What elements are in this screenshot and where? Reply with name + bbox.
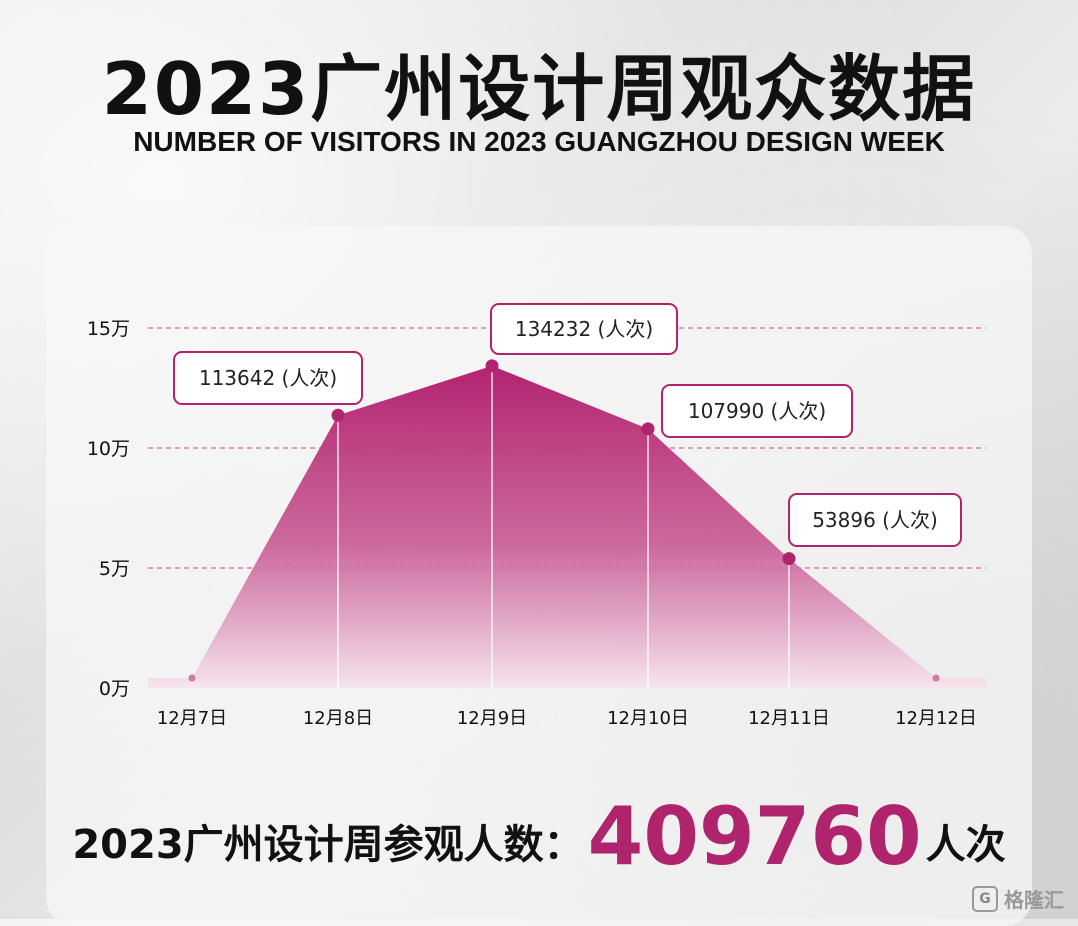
x-tick-label: 12月8日	[303, 708, 373, 729]
x-tick-label: 12月9日	[457, 708, 527, 729]
page-title: 2023广州设计周观众数据	[101, 47, 977, 131]
y-tick-label: 0万	[99, 678, 130, 700]
data-point	[331, 408, 345, 422]
data-label-box	[661, 384, 853, 438]
watermark-logo: G 格隆汇	[972, 884, 1064, 913]
data-point	[188, 674, 196, 682]
data-label-box	[173, 351, 363, 405]
area-series	[148, 365, 986, 688]
data-label-box	[788, 493, 962, 547]
data-label: 113642 (人次)	[199, 366, 337, 390]
total-label: 2023广州设计周参观人数：	[72, 822, 584, 868]
page-subtitle: NUMBER OF VISITORS IN 2023 GUANGZHOU DES…	[133, 126, 945, 157]
logo-icon: G	[972, 885, 998, 912]
data-point	[641, 422, 655, 436]
total-value: 409760	[587, 790, 922, 883]
total-unit: 人次	[925, 822, 1006, 868]
data-label-box	[490, 303, 678, 355]
y-tick-label: 5万	[99, 558, 130, 580]
data-label: 107990 (人次)	[688, 399, 826, 423]
x-tick-label: 12月10日	[607, 708, 689, 729]
x-tick-label: 12月7日	[157, 708, 227, 729]
data-point	[782, 552, 796, 566]
watermark-text: 格隆汇	[1004, 888, 1064, 912]
data-label: 134232 (人次)	[515, 317, 653, 341]
x-tick-label: 12月12日	[895, 708, 977, 729]
y-tick-label: 10万	[87, 438, 130, 460]
data-label: 53896 (人次)	[812, 508, 938, 532]
x-tick-label: 12月11日	[748, 708, 830, 729]
y-tick-label: 15万	[87, 318, 130, 340]
total-visitors: 2023广州设计周参观人数：409760 人次	[0, 790, 1078, 883]
data-point	[485, 359, 499, 373]
data-point	[932, 674, 940, 682]
